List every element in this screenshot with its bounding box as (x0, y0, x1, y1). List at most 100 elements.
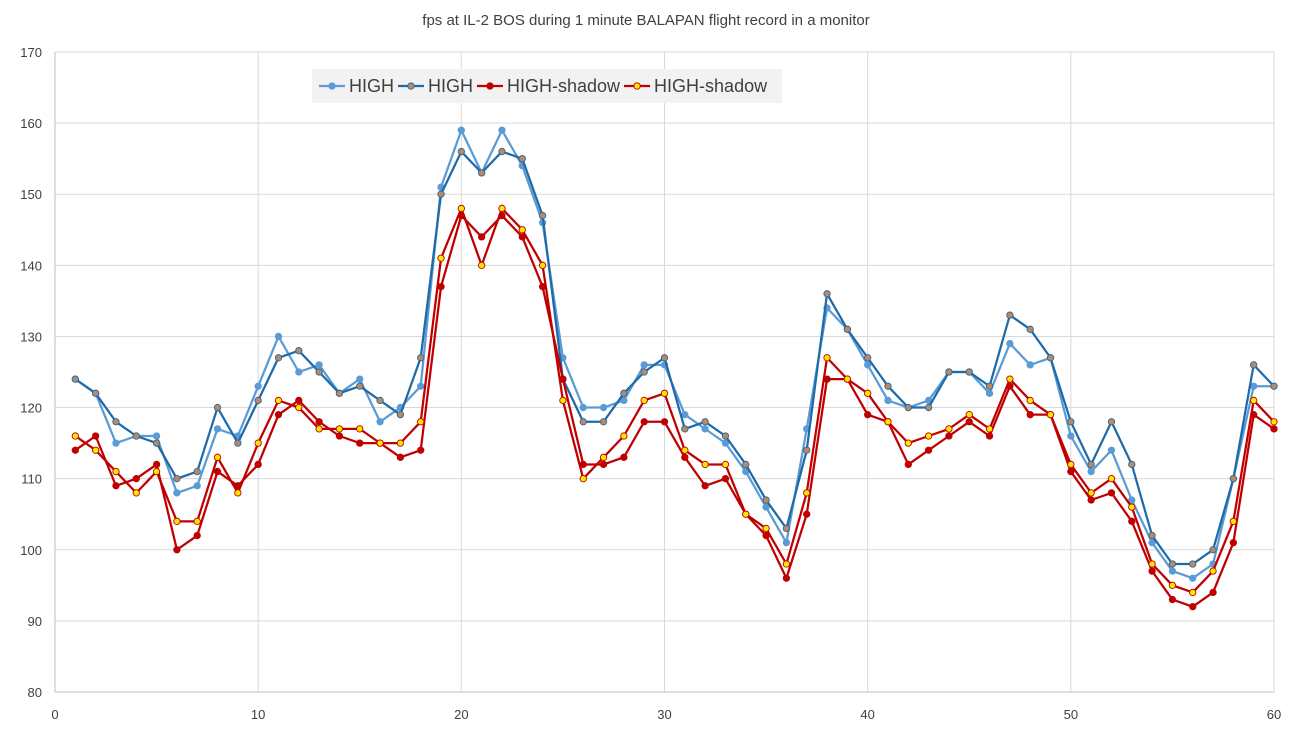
data-point (823, 354, 831, 362)
data-point (193, 467, 201, 476)
data-point (1128, 496, 1136, 504)
data-point (904, 403, 912, 412)
data-point (762, 503, 770, 511)
data-point (213, 453, 222, 461)
data-point (985, 432, 994, 440)
data-point (477, 261, 486, 269)
data-point (477, 233, 486, 241)
x-tick-label: 30 (657, 707, 671, 722)
data-point (1067, 418, 1075, 426)
data-point (396, 453, 405, 461)
data-point (620, 389, 628, 397)
data-point (762, 524, 770, 533)
data-point (1148, 560, 1156, 568)
data-point (274, 396, 283, 405)
data-point (721, 475, 730, 483)
series-line (74, 214, 1275, 608)
data-point (985, 425, 994, 433)
data-point (1026, 361, 1034, 369)
data-point (742, 460, 750, 469)
data-point (91, 432, 100, 440)
data-point (701, 482, 709, 490)
data-point (335, 432, 344, 440)
data-point (538, 211, 547, 220)
data-point (437, 254, 445, 262)
data-point (803, 489, 811, 497)
data-point (274, 332, 283, 341)
data-point (1006, 339, 1014, 348)
y-tick-label: 130 (20, 329, 42, 344)
data-point (701, 425, 709, 433)
data-point (538, 261, 547, 269)
data-point (1026, 325, 1034, 333)
data-point (315, 361, 323, 369)
data-point (132, 489, 140, 497)
chart-title: fps at IL-2 BOS during 1 minute BALAPAN … (422, 12, 869, 29)
data-point (1067, 460, 1075, 469)
data-point (701, 460, 709, 469)
data-point (295, 347, 303, 355)
data-point (864, 411, 872, 419)
x-tick-label: 10 (251, 707, 265, 722)
data-point (884, 418, 892, 426)
data-point (132, 475, 140, 483)
x-tick-label: 0 (51, 707, 58, 722)
data-point (417, 354, 425, 362)
data-point (1067, 467, 1075, 476)
data-point (356, 375, 364, 383)
y-tick-label: 150 (20, 187, 42, 202)
data-point (152, 467, 161, 476)
y-tick-label: 160 (20, 116, 42, 131)
series-line (74, 150, 1275, 566)
data-point (884, 382, 892, 390)
data-point (193, 531, 201, 540)
data-point (1087, 467, 1095, 476)
data-point (234, 489, 242, 497)
data-point (1107, 446, 1116, 454)
data-point (132, 432, 140, 440)
data-point (457, 204, 465, 213)
data-point (1087, 460, 1095, 469)
data-point (295, 403, 303, 412)
data-point (864, 361, 872, 369)
data-point (945, 432, 953, 440)
data-point (173, 475, 181, 483)
data-point (193, 517, 201, 525)
data-point (152, 460, 161, 469)
data-point (599, 403, 608, 412)
data-point (1046, 354, 1055, 362)
data-point (1006, 375, 1014, 383)
data-point (71, 446, 79, 454)
data-point (640, 396, 648, 405)
data-point (1128, 460, 1136, 469)
data-point (1128, 517, 1136, 525)
data-point (579, 403, 587, 412)
data-point (721, 439, 730, 447)
data-point (417, 418, 425, 426)
data-point (579, 475, 587, 483)
data-point (417, 446, 425, 454)
data-point (315, 418, 323, 426)
data-point (1270, 382, 1278, 390)
data-point (112, 418, 120, 426)
series-line (74, 129, 1274, 580)
data-point (1209, 567, 1217, 575)
data-point (640, 361, 648, 369)
data-point (843, 325, 851, 333)
data-point (660, 354, 669, 362)
data-point (843, 375, 851, 383)
data-point (985, 382, 994, 390)
data-point (193, 482, 201, 490)
data-point (681, 453, 689, 461)
data-point (782, 574, 791, 582)
data-point (599, 453, 608, 461)
data-point (823, 290, 831, 298)
data-point (254, 460, 262, 469)
data-point (498, 126, 506, 134)
data-point (437, 190, 445, 198)
data-point (1189, 560, 1197, 568)
data-point (681, 411, 689, 419)
data-point (71, 432, 79, 440)
data-point (1270, 418, 1278, 426)
data-point (965, 418, 973, 426)
